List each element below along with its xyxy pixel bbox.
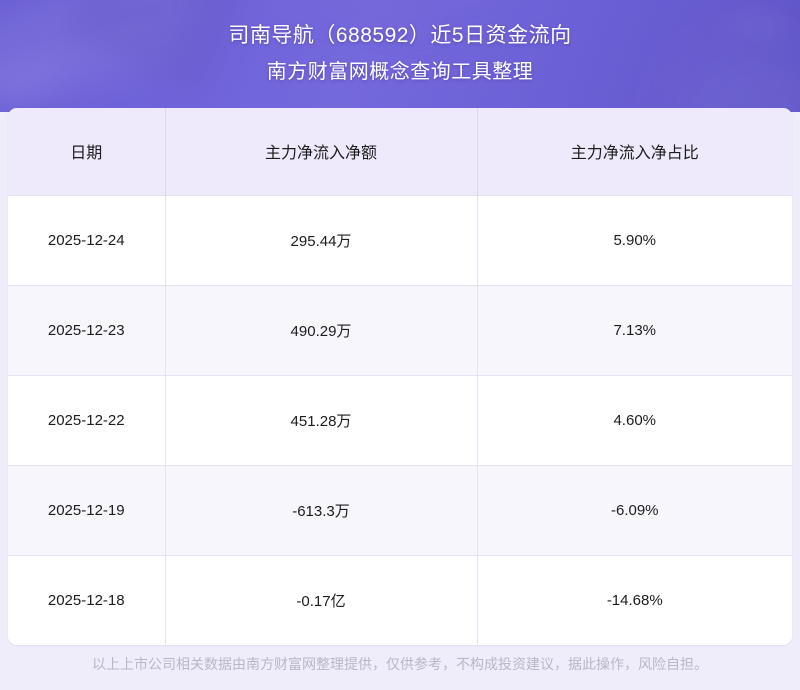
gauge-needle-icon bbox=[732, 18, 748, 32]
table-head: 日期 主力净流入净额 主力净流入净占比 bbox=[8, 108, 792, 195]
cell-date: 2025-12-23 bbox=[8, 284, 166, 375]
cell-ratio: 7.13% bbox=[477, 284, 792, 375]
cell-amount: 295.44万 bbox=[165, 194, 478, 285]
cell-ratio: 4.60% bbox=[477, 374, 792, 465]
table-row: 2025-12-24 295.44万 5.90% bbox=[8, 194, 792, 285]
cell-date: 2025-12-22 bbox=[8, 374, 166, 465]
table-row: 2025-12-22 451.28万 4.60% bbox=[8, 374, 792, 465]
cell-amount: 451.28万 bbox=[165, 374, 478, 465]
cell-amount: -0.17亿 bbox=[165, 554, 478, 645]
cell-ratio: -14.68% bbox=[477, 554, 792, 645]
cell-amount: 490.29万 bbox=[165, 284, 478, 375]
column-header-amount: 主力净流入净额 bbox=[165, 108, 478, 195]
cell-ratio: 5.90% bbox=[477, 194, 792, 285]
table-header-row: 日期 主力净流入净额 主力净流入净占比 bbox=[8, 108, 792, 195]
page-title-line1: 司南导航（688592）近5日资金流向 bbox=[228, 24, 572, 47]
fund-flow-table: 日期 主力净流入净额 主力净流入净占比 2025-12-24 295.44万 5… bbox=[8, 108, 792, 645]
gauge-full-label: F bbox=[710, 0, 724, 15]
page-title: 司南导航（688592）近5日资金流向 南方财富网概念查询工具整理 bbox=[0, 0, 800, 90]
page-header-banner: F 司南导航（688592）近5日资金流向 南方财富网概念查询工具整理 bbox=[0, 0, 800, 112]
fuel-pump-icon bbox=[752, 10, 784, 35]
cell-date: 2025-12-24 bbox=[8, 194, 166, 285]
column-header-date: 日期 bbox=[8, 108, 166, 195]
fund-flow-table-card: 日期 主力净流入净额 主力净流入净占比 2025-12-24 295.44万 5… bbox=[8, 108, 792, 645]
table-row: 2025-12-23 490.29万 7.13% bbox=[8, 284, 792, 375]
cell-date: 2025-12-19 bbox=[8, 464, 166, 555]
table-row: 2025-12-19 -613.3万 -6.09% bbox=[8, 464, 792, 555]
banner-background-art: F bbox=[0, 0, 800, 112]
cell-ratio: -6.09% bbox=[477, 464, 792, 555]
cell-date: 2025-12-18 bbox=[8, 554, 166, 645]
table-row: 2025-12-18 -0.17亿 -14.68% bbox=[8, 554, 792, 645]
cell-amount: -613.3万 bbox=[165, 464, 478, 555]
page-title-line2: 南方财富网概念查询工具整理 bbox=[266, 61, 534, 83]
table-body: 2025-12-24 295.44万 5.90% 2025-12-23 490.… bbox=[8, 194, 792, 645]
column-header-ratio: 主力净流入净占比 bbox=[477, 108, 792, 195]
disclaimer-text: 以上上市公司相关数据由南方财富网整理提供，仅供参考，不构成投资建议，据此操作，风… bbox=[92, 656, 708, 672]
